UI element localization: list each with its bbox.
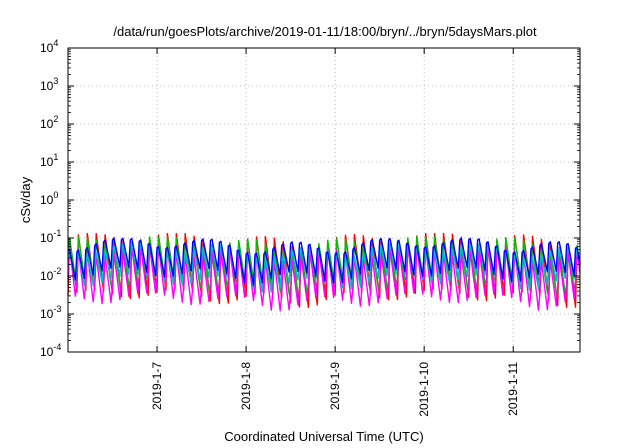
chart-title: /data/run/goesPlots/archive/2019-01-11/1… [113, 24, 537, 39]
y-tick-label: 100 [40, 190, 58, 207]
grid [68, 48, 580, 352]
x-tick-label: 2019-1-7 [150, 362, 164, 410]
x-axis-label: Coordinated Universal Time (UTC) [224, 429, 423, 444]
y-axis-label: cSv/day [18, 176, 33, 223]
y-tick-label: 102 [40, 114, 58, 131]
x-tick-label: 2019-1-11 [506, 362, 520, 416]
y-tick-label: 10-2 [40, 266, 61, 283]
x-tick-label: 2019-1-9 [328, 362, 342, 410]
series-group [67, 232, 581, 312]
x-tick-label: 2019-1-10 [417, 362, 431, 417]
y-tick-label: 10-3 [40, 304, 61, 321]
y-ticks: 10-4 10-3 10-2 10-1 100 101 102 103 104 [40, 38, 580, 359]
y-tick-label: 10-4 [40, 342, 61, 359]
x-tick-label: 2019-1-8 [239, 362, 253, 410]
x-ticks: 2019-1-7 2019-1-8 2019-1-9 2019-1-10 2019-1-… [150, 48, 520, 417]
y-tick-label: 104 [40, 38, 58, 55]
y-tick-label: 101 [40, 152, 58, 169]
series-line [67, 245, 581, 312]
series-line [67, 237, 581, 286]
y-tick-label: 103 [40, 76, 58, 93]
y-tick-label: 10-1 [40, 228, 61, 245]
